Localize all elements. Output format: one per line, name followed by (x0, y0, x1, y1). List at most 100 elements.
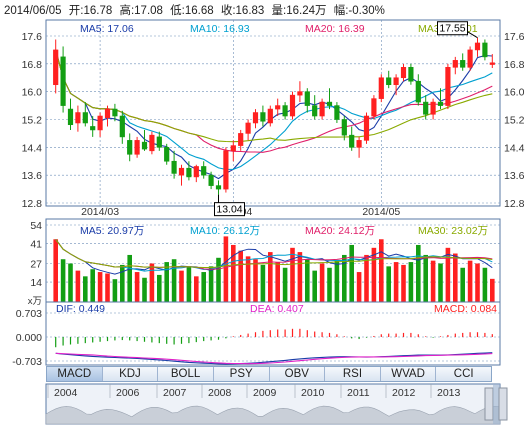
quote-close: 收:16.83 (220, 5, 265, 17)
volume-bar (134, 272, 140, 302)
tab-rsi[interactable]: RSI (325, 367, 381, 381)
volume-bar (201, 272, 206, 302)
candle-body (104, 108, 111, 119)
volume-bar (223, 236, 229, 302)
quote-open: 开:16.78 (68, 5, 113, 17)
price-axis-tick-left: 17.6 (22, 31, 43, 43)
navigator-right-handle[interactable] (498, 387, 508, 421)
candle-body (445, 67, 451, 106)
candle-body (208, 174, 214, 186)
volume-bar (393, 262, 399, 302)
quote-change: 幅:-0.30% (333, 5, 385, 17)
candle-body (319, 101, 325, 117)
price-axis-tick-left: 15.2 (22, 115, 43, 127)
candle-body (297, 91, 303, 96)
candle-body (97, 115, 103, 131)
tab-cci[interactable]: CCI (436, 367, 491, 381)
volume-bar (127, 254, 132, 302)
tab-kdj[interactable]: KDJ (102, 367, 159, 381)
candle-body (134, 140, 140, 155)
volume-bar (475, 263, 480, 302)
candle-body (334, 105, 340, 120)
volume-bar (482, 267, 488, 302)
navigator-window[interactable] (493, 384, 500, 424)
volume-bar (245, 256, 251, 302)
tab-boll[interactable]: BOLL (158, 367, 214, 381)
price-axis-tick-right: 13.6 (504, 170, 525, 182)
volume-axis-tick: 54 (30, 220, 42, 232)
price-ma30-line (55, 49, 493, 143)
volume-bar (490, 278, 495, 302)
candle-body (482, 42, 488, 58)
max-price-label: 17.55 (439, 23, 465, 35)
tab-obv[interactable]: OBV (269, 367, 326, 381)
candle-body (430, 101, 436, 115)
max-leader (467, 31, 478, 39)
volume-axis-tick: 14 (30, 277, 42, 289)
candle-body (252, 112, 259, 124)
candle-body (230, 145, 236, 152)
price-axis-tick-right: 17.6 (504, 31, 525, 43)
macd-unit-label: x万 (28, 296, 42, 307)
navigator-left-handle[interactable] (484, 387, 494, 421)
macd-panel-frame (45, 301, 501, 366)
candle-body (326, 101, 333, 106)
macd-axis-tick: 0.703 (16, 308, 42, 320)
candle-body (141, 141, 148, 150)
price-axis-tick-right: 12.8 (504, 198, 525, 210)
volume-bar (68, 263, 73, 302)
navigator-year-label: 2012 (392, 387, 416, 399)
volume-bar (416, 244, 421, 302)
volume-bar (216, 257, 221, 302)
candle-body (467, 49, 473, 68)
candle-body (67, 108, 74, 126)
candle-body (156, 136, 162, 148)
volume-bar (179, 270, 184, 302)
candle-body (289, 94, 296, 117)
max-label-box (437, 21, 468, 36)
candle-body (282, 105, 288, 117)
volume-bar (430, 260, 436, 302)
price-axis-tick-right: 16.0 (504, 87, 525, 99)
volume-bar (386, 266, 391, 302)
volume-bar (194, 276, 199, 302)
volume-bar (120, 264, 125, 302)
navigator-year-label: 2006 (116, 387, 140, 399)
candle-body (393, 77, 399, 86)
tab-macd[interactable]: MACD (47, 367, 103, 381)
candle-body (437, 101, 444, 106)
volume-bar (408, 262, 414, 302)
candle-body (238, 133, 244, 146)
volume-bar (290, 247, 295, 302)
tab-wvad[interactable]: WVAD (380, 367, 437, 381)
candle-body (223, 150, 229, 190)
volume-bar (268, 252, 273, 302)
volume-bar (379, 239, 384, 302)
macd-axis-tick: -0.703 (12, 356, 42, 368)
volume-bar (371, 247, 377, 302)
volume-bar (149, 263, 155, 302)
volume-bar (253, 259, 258, 302)
candle-body (400, 67, 407, 79)
volume-bar (83, 276, 88, 302)
navigator-year-label: 2010 (301, 387, 325, 399)
date-axis-tick: 2014/03 (81, 206, 119, 218)
candle-body (386, 77, 392, 86)
candle-body (178, 167, 185, 176)
price-axis-tick-left: 16.0 (22, 87, 43, 99)
price-axis-tick-left: 13.6 (22, 170, 43, 182)
navigator-year-label: 2009 (253, 387, 277, 399)
volume-bar (423, 254, 428, 302)
volume-bar (208, 266, 214, 302)
tab-psy[interactable]: PSY (213, 367, 270, 381)
candle-body (215, 185, 222, 190)
candle-body (312, 105, 318, 117)
volume-bar (467, 260, 473, 302)
quote-volume: 量:16.24万 (271, 5, 327, 17)
volume-bar (453, 253, 458, 302)
candle-body (304, 91, 310, 106)
volume-bar (238, 250, 243, 302)
volume-bar (112, 279, 118, 302)
date-axis-tick: 2014/05 (362, 206, 400, 218)
candle-body (460, 60, 466, 68)
